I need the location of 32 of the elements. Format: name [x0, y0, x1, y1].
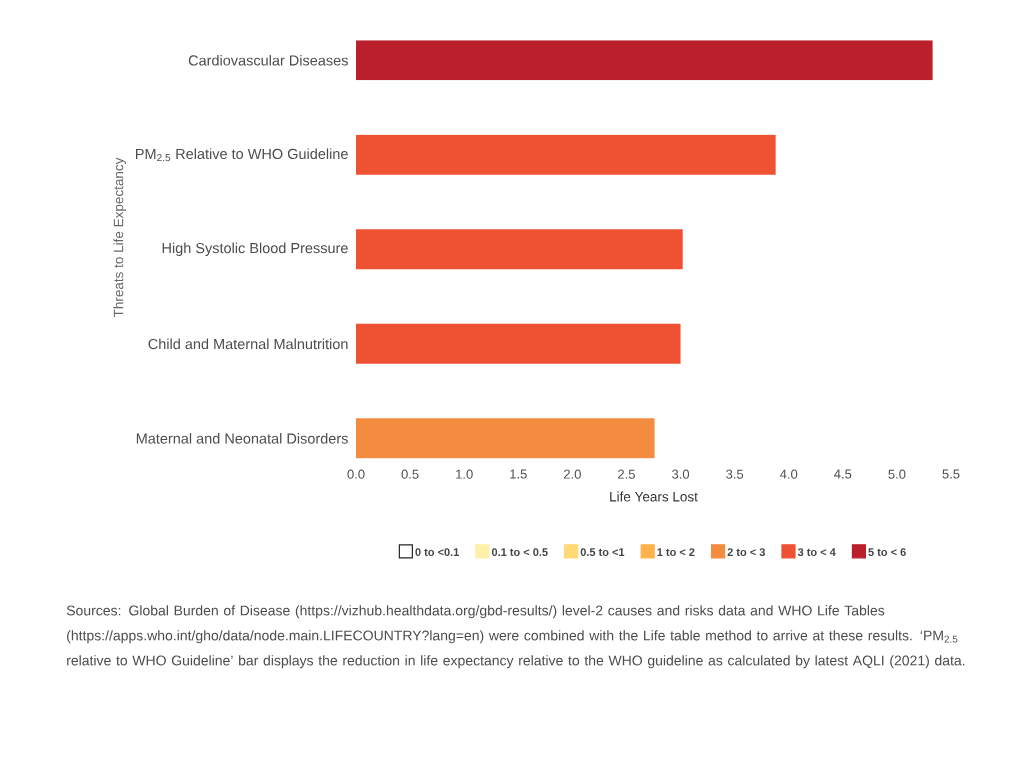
x-tick-label: 3.0: [672, 469, 690, 479]
x-tick-label: 4.5: [834, 469, 852, 479]
bar: [356, 418, 655, 459]
y-axis-title: Threats to Life Expectancy: [113, 157, 126, 318]
legend-label: 5 to < 6: [868, 548, 906, 556]
legend-label: 0 to <0.1: [415, 548, 459, 556]
y-tick-label: Child and Maternal Malnutrition: [148, 338, 348, 350]
y-tick-label: Cardiovascular Diseases: [188, 54, 348, 66]
text: Sources: Global Burden of Disease (https://vizhub.healthdata.org/gbd-results/) level-2 causes and risks data and WHO Life Tables (https://apps.who.int/gho/data/node.main.LIFECOUNTRY?lang=en) were combined with the Life table method to arrive at these results. ‘PM$_{2.5}$ relative to WHO Guideline’ bar displays the reduction in life expectancy relative to the WHO guideline as calculated by latest AQLI (2021) data.: [66, 605, 965, 669]
y-tick-label: Maternal and Neonatal Disorders: [136, 433, 348, 444]
bar: [356, 134, 776, 175]
x-tick-label: 2.0: [563, 469, 581, 479]
legend-label: 2 to < 3: [727, 548, 765, 557]
x-tick-label: 0.5: [401, 469, 419, 479]
x-tick-label: 3.5: [726, 469, 744, 479]
x-tick-label: 5.0: [888, 469, 906, 479]
x-tick-label: 1.5: [510, 469, 527, 479]
legend-label: 0.1 to < 0.5: [491, 548, 548, 556]
legend-label: 0.5 to <1: [580, 548, 625, 556]
x-axis-title: Life Years Lost: [610, 491, 698, 502]
x-tick-label: 1.0: [456, 469, 473, 479]
x-tick-label: 5.5: [942, 469, 960, 479]
legend-label: 3 to < 4: [797, 548, 836, 557]
bar: [356, 229, 683, 270]
y-tick-label: High Systolic Blood Pressure: [162, 242, 348, 257]
legend-label: 1 to < 2: [657, 548, 695, 556]
bar: [356, 323, 681, 364]
x-tick-label: 0.0: [347, 469, 365, 479]
x-tick-label: 4.0: [779, 469, 798, 479]
x-tick-label: 2.5: [618, 469, 635, 479]
y-tick-label: PM$_{2.5}$ Relative to WHO Guideline: [136, 148, 348, 162]
bar: [356, 40, 933, 81]
